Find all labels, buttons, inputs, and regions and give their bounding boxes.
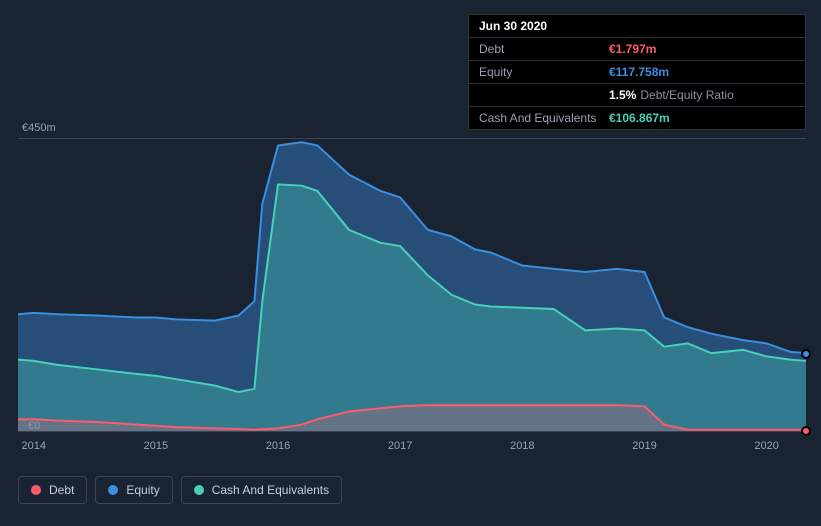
legend-item-equity[interactable]: Equity (95, 476, 172, 504)
tooltip-row-label: Cash And Equivalents (479, 111, 609, 125)
equity-dot-icon (108, 485, 118, 495)
debt-end-marker (801, 426, 811, 436)
tooltip-row-value: 1.5% (609, 88, 636, 102)
chart-legend: Debt Equity Cash And Equivalents (18, 476, 342, 504)
tooltip-row-value: €106.867m (609, 111, 670, 125)
tooltip-row: 1.5% Debt/Equity Ratio (469, 84, 805, 107)
tooltip-date: Jun 30 2020 (479, 19, 547, 33)
x-axis-tick: 2020 (754, 440, 778, 452)
chart-plot-area[interactable] (18, 138, 806, 432)
x-axis: 2014 2015 2016 2017 2018 2019 2020 (18, 440, 806, 460)
chart-svg (18, 139, 806, 431)
tooltip-row-label (479, 88, 609, 102)
legend-label: Debt (49, 483, 74, 497)
legend-item-debt[interactable]: Debt (18, 476, 87, 504)
x-axis-tick: 2018 (510, 440, 534, 452)
cash-dot-icon (194, 485, 204, 495)
tooltip-row: Debt€1.797m (469, 38, 805, 61)
tooltip-row: Cash And Equivalents€106.867m (469, 107, 805, 129)
debt-dot-icon (31, 485, 41, 495)
x-axis-tick: 2016 (266, 440, 290, 452)
tooltip-row-label: Equity (479, 65, 609, 79)
y-axis-max-label: €450m (22, 122, 56, 134)
tooltip-row-value: €117.758m (609, 65, 669, 79)
legend-item-cash[interactable]: Cash And Equivalents (181, 476, 342, 504)
equity-end-marker (801, 349, 811, 359)
tooltip-row-label: Debt (479, 42, 609, 56)
tooltip-row-value: €1.797m (609, 42, 656, 56)
x-axis-tick: 2015 (144, 440, 168, 452)
tooltip-row-suffix: Debt/Equity Ratio (640, 88, 733, 102)
legend-label: Cash And Equivalents (212, 483, 329, 497)
legend-label: Equity (126, 483, 159, 497)
tooltip-row: Equity€117.758m (469, 61, 805, 84)
chart-tooltip: Jun 30 2020 Debt€1.797mEquity€117.758m1.… (468, 14, 806, 130)
x-axis-tick: 2017 (388, 440, 412, 452)
x-axis-tick: 2019 (632, 440, 656, 452)
x-axis-tick: 2014 (22, 440, 46, 452)
